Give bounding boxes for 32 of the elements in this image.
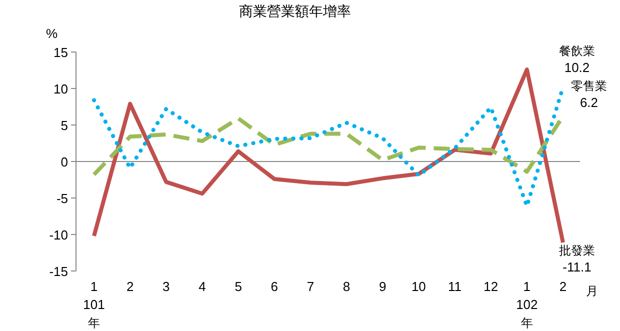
- data-label: 10.2: [564, 60, 590, 76]
- x-tick-label: 9: [379, 279, 386, 294]
- x-tick-label: 4: [198, 279, 206, 294]
- text: 月: [586, 284, 598, 298]
- x-tick-label: 1 101 年: [83, 279, 105, 330]
- data-label: 6.2: [580, 95, 598, 110]
- x-tick-label: 2: [126, 279, 134, 294]
- x-tick-label: 10: [411, 279, 426, 294]
- x-tick-label: 5: [234, 279, 242, 294]
- x-tick-label: 8: [342, 279, 350, 294]
- y-tick-label: 15: [54, 45, 68, 60]
- 零售業: 零售業 6.2: [92, 79, 607, 176]
- x-tick-label: 7: [306, 279, 314, 294]
- x-tick-label: 2: [559, 279, 567, 294]
- x-tick-label: 12: [484, 279, 498, 294]
- line-series: [92, 68, 565, 245]
- y-tick-label: 10: [54, 82, 68, 96]
- y-tick-label: 0: [60, 154, 68, 170]
- y-tick-label: 5: [60, 118, 68, 133]
- y-tick-label: -5: [56, 191, 68, 206]
- y-tick-label: -15: [49, 264, 68, 279]
- x-tick-label: 6: [270, 279, 278, 294]
- text: 零售業: [571, 79, 607, 94]
- data-label: -11.1: [562, 260, 592, 275]
- x-tick-label: 11: [448, 279, 462, 294]
- y-axis-title: %: [46, 26, 58, 41]
- y-tick-label: -10: [49, 228, 68, 242]
- x-tick-label: 3: [162, 279, 170, 294]
- series-label: 批發業: [559, 244, 595, 258]
- chart-title: 商業營業額年增率: [239, 4, 351, 20]
- text: 餐飲業: [559, 44, 595, 58]
- x-tick-label: 1 102 年: [516, 279, 538, 330]
